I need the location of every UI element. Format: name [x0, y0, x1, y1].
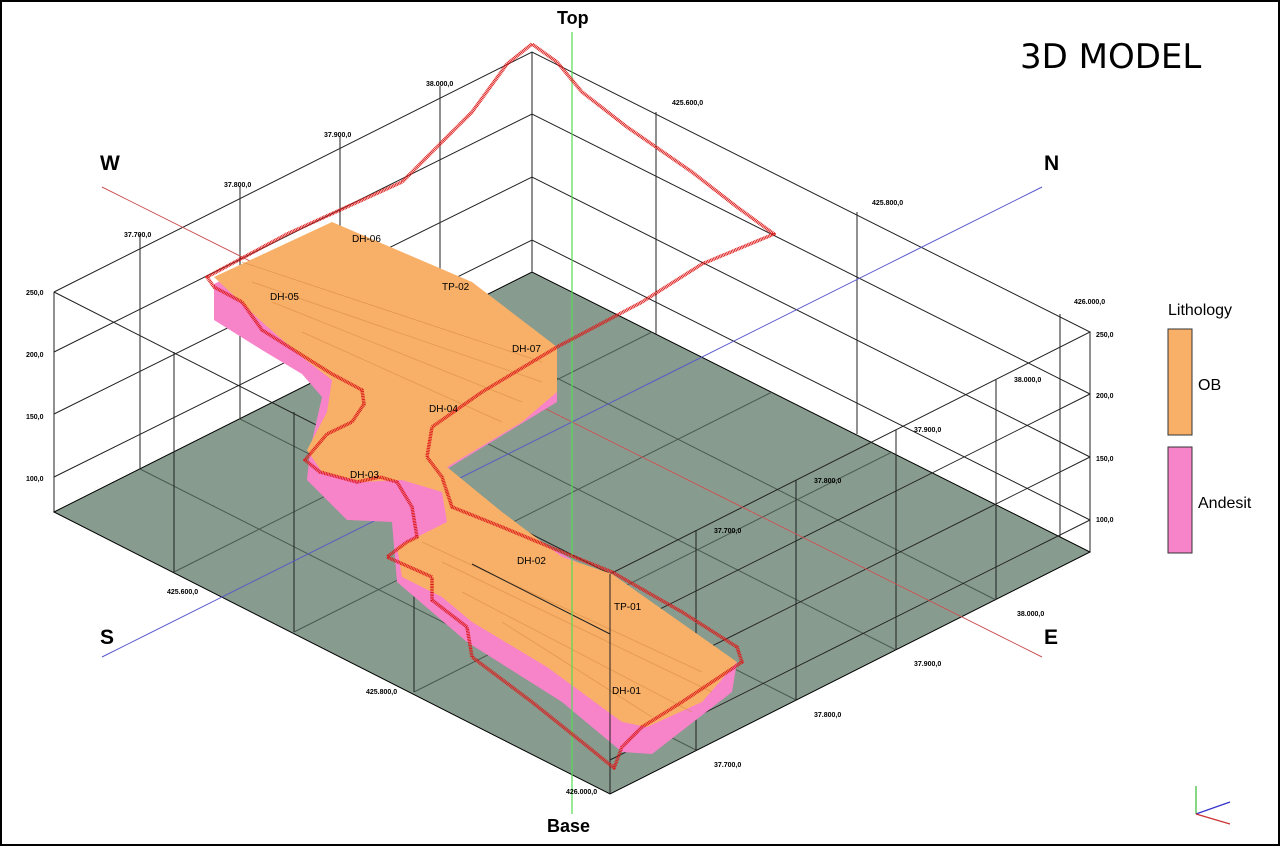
svg-text:38.000,0: 38.000,0: [1017, 611, 1044, 618]
model-boundary: [205, 42, 776, 770]
top-west-ticks: 37.700,0 37.800,0 37.900,0 38.000,0: [124, 81, 453, 239]
svg-text:425.600,0: 425.600,0: [167, 589, 198, 596]
svg-text:38.000,0: 38.000,0: [426, 81, 453, 88]
svg-text:37.700,0: 37.700,0: [124, 232, 151, 239]
svg-text:425.600,0: 425.600,0: [672, 100, 703, 107]
svg-text:37.900,0: 37.900,0: [324, 132, 351, 139]
legend-label-andesit: Andesit: [1198, 495, 1252, 512]
legend-label-ob: OB: [1198, 377, 1221, 394]
bottom-east-ticks: 38.000,0 37.900,0 37.800,0 37.700,0: [714, 611, 1044, 769]
svg-text:200,0: 200,0: [26, 352, 44, 359]
svg-text:425.800,0: 425.800,0: [872, 200, 903, 207]
base-label: Base: [547, 816, 590, 836]
svg-text:37.700,0: 37.700,0: [714, 762, 741, 769]
legend-swatch-ob: [1167, 328, 1193, 436]
svg-text:426.000,0: 426.000,0: [1074, 299, 1105, 306]
svg-text:250,0: 250,0: [1096, 332, 1114, 339]
drillhole-label: DH-03: [350, 470, 379, 481]
svg-text:250,0: 250,0: [26, 290, 44, 297]
section-box: [471, 563, 611, 794]
top-north-ticks: 425.600,0 425.800,0 426.000,0: [672, 100, 1105, 306]
svg-text:425.800,0: 425.800,0: [366, 689, 397, 696]
drillhole-labels: DH-06 TP-02 DH-05 DH-07 DH-04 DH-03 DH-0…: [270, 234, 642, 697]
south-label: S: [100, 626, 114, 649]
svg-text:37.800,0: 37.800,0: [814, 712, 841, 719]
svg-text:37.700,0: 37.700,0: [714, 528, 741, 535]
svg-text:200,0: 200,0: [1096, 393, 1114, 400]
bottom-south-ticks: 425.600,0 425.800,0 426.000,0: [167, 589, 597, 796]
drillhole-label: DH-07: [512, 344, 541, 355]
svg-text:38.000,0: 38.000,0: [1014, 377, 1041, 384]
drillhole-label: DH-04: [429, 404, 458, 415]
ob-body: [214, 222, 737, 727]
drillhole-label: TP-01: [614, 602, 642, 613]
top-label: Top: [557, 8, 589, 28]
legend-title: Lithology: [1168, 302, 1232, 319]
svg-text:150,0: 150,0: [1096, 456, 1114, 463]
legend-swatch-andesit: [1167, 446, 1193, 554]
svg-text:37.800,0: 37.800,0: [814, 478, 841, 485]
svg-text:37.900,0: 37.900,0: [914, 427, 941, 434]
left-elevation-ticks: 250,0 200,0 150,0 100,0: [26, 290, 44, 483]
right-mid-ticks: 38.000,0 37.900,0 37.800,0 37.700,0: [714, 377, 1041, 535]
drillhole-label: DH-05: [270, 292, 299, 303]
ob-stripes: [241, 261, 713, 718]
model-title: 3D MODEL: [1020, 37, 1201, 77]
svg-text:100,0: 100,0: [26, 476, 44, 483]
svg-text:150,0: 150,0: [26, 414, 44, 421]
drillhole-label: DH-01: [612, 686, 641, 697]
orientation-gizmo-icon: [1195, 786, 1231, 825]
right-elevation-ticks: 250,0 200,0 150,0 100,0: [1096, 332, 1114, 524]
north-label: N: [1044, 152, 1059, 175]
svg-text:37.800,0: 37.800,0: [224, 182, 251, 189]
west-label: W: [100, 152, 120, 175]
drillhole-label: DH-06: [352, 234, 381, 245]
drillhole-label: TP-02: [442, 282, 470, 293]
drillhole-label: DH-02: [517, 556, 546, 567]
lithology-legend: Lithology OB Andesit: [1167, 302, 1252, 554]
svg-text:37.900,0: 37.900,0: [914, 661, 941, 668]
svg-text:426.000,0: 426.000,0: [566, 789, 597, 796]
east-label: E: [1044, 626, 1058, 649]
svg-text:100,0: 100,0: [1096, 517, 1114, 524]
